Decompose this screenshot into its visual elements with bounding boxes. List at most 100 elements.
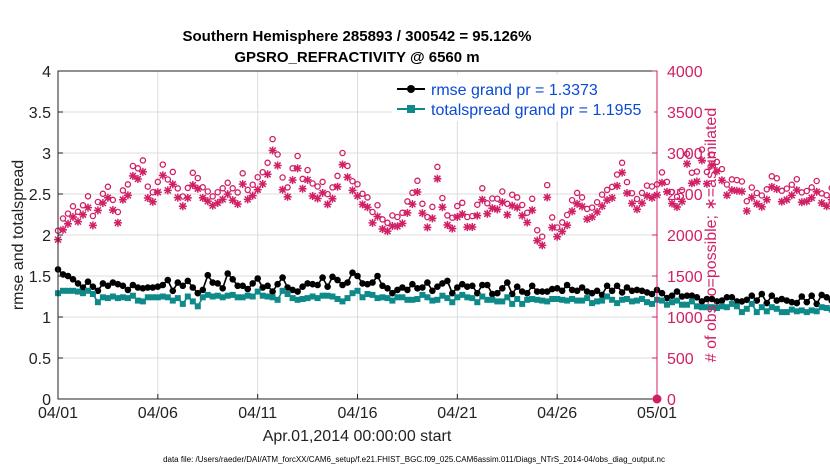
rmse-point [788,298,796,306]
rmse-point [384,285,391,292]
rmse-point [369,279,376,286]
obs-assimilated-point [79,210,87,219]
obs-assimilated-point [338,160,347,169]
obs-possible-point [563,211,571,219]
rmse-point [523,289,531,297]
obs-possible-point [239,170,246,177]
obs-assimilated-point [228,196,237,205]
obs-assimilated-point [248,191,257,200]
totalspread-point [204,291,211,298]
obs-assimilated-point [712,167,721,176]
series-layer [54,135,830,404]
obs-possible-point [69,203,77,210]
totalspread-point [109,293,116,300]
rmse-point [194,289,202,297]
rmse-point [84,278,92,286]
rmse-point [264,282,271,290]
obs-assimilated-point [408,200,417,209]
totalspread-point [359,294,366,301]
obs-assimilated-point [123,191,132,200]
rmse-point [299,283,306,291]
obs-assimilated-point [373,212,382,221]
obs-possible-point [793,175,801,183]
rmse-point [234,282,241,290]
obs-possible-point [633,195,641,203]
rmse-point [269,288,276,295]
rmse-point [334,276,341,284]
y-right-tick-label: 1000 [667,310,703,327]
obs-assimilated-point [298,184,307,193]
obs-assimilated-point [253,185,262,194]
x-tick-label: 04/21 [437,405,477,422]
obs-assimilated-point [548,223,557,232]
obs-assimilated-point [243,195,252,204]
obs-possible-point [419,200,426,208]
obs-assimilated-point [323,200,332,209]
totalspread-point [519,300,526,307]
obs-assimilated-point [623,189,631,198]
totalspread-point [594,298,601,305]
obs-possible-point [823,191,830,199]
rmse-point [538,288,546,295]
totalspread-point [259,292,266,299]
obs-possible-point [773,175,781,182]
obs-assimilated-point [413,188,422,196]
rmse-point [568,286,576,294]
totalspread-point [194,303,201,310]
rmse-point [583,288,591,295]
obs-assimilated-point [59,225,67,234]
obs-possible-point [723,181,731,188]
rmse-point [693,294,701,301]
totalspread-point [738,309,745,316]
obs-possible-point [434,163,441,171]
footer-data-file: data file: /Users/raeder/DAI/ATM_forcXX/… [163,455,665,464]
obs-assimilated-point [293,164,302,173]
obs-assimilated-point [368,218,377,227]
rmse-point [708,295,716,303]
obs-assimilated-point [792,186,801,195]
rmse-point [718,297,726,304]
obs-assimilated-point [353,192,362,200]
totalspread-point [599,297,606,304]
rmse-point [793,299,801,307]
totalspread-point [684,301,690,308]
totalspread-point [114,295,121,302]
rmse-point [129,281,137,289]
totalspread-point [743,305,750,312]
rmse-point [553,285,561,292]
obs-possible-point [788,181,796,188]
legend-spread-marker [407,105,415,113]
rmse-point [753,297,761,304]
obs-possible-point [279,174,286,181]
totalspread-point [639,296,645,302]
obs-possible-point [234,189,241,196]
obs-assimilated-point [683,159,691,168]
rmse-point [479,281,486,289]
rmse-point [289,286,296,294]
obs-assimilated-point [812,187,821,196]
totalspread-point [444,295,451,302]
obs-assimilated-point [488,204,497,213]
obs-possible-point [394,213,401,221]
rmse-point [79,284,87,291]
rmse-point [489,290,496,298]
obs-possible-point [758,192,766,199]
x-tick-label: 04/26 [537,405,577,422]
obs-assimilated-point [218,195,227,204]
obs-assimilated-point [303,175,312,184]
totalspread-point [818,304,825,311]
obs-assimilated-point [528,206,537,215]
totalspread-point [344,295,351,302]
rmse-point [608,287,616,295]
totalspread-point [504,294,511,301]
y-left-tick-label: 1.5 [29,269,51,286]
rmse-point [329,273,336,281]
totalspread-point [564,297,571,304]
rmse-point [518,288,526,295]
totalspread-point [374,295,381,302]
totalspread-point [674,297,680,304]
obs-assimilated-point [578,202,587,211]
x-tick-label: 04/01 [38,405,78,422]
totalspread-point [364,291,371,297]
rmse-point [99,280,107,287]
